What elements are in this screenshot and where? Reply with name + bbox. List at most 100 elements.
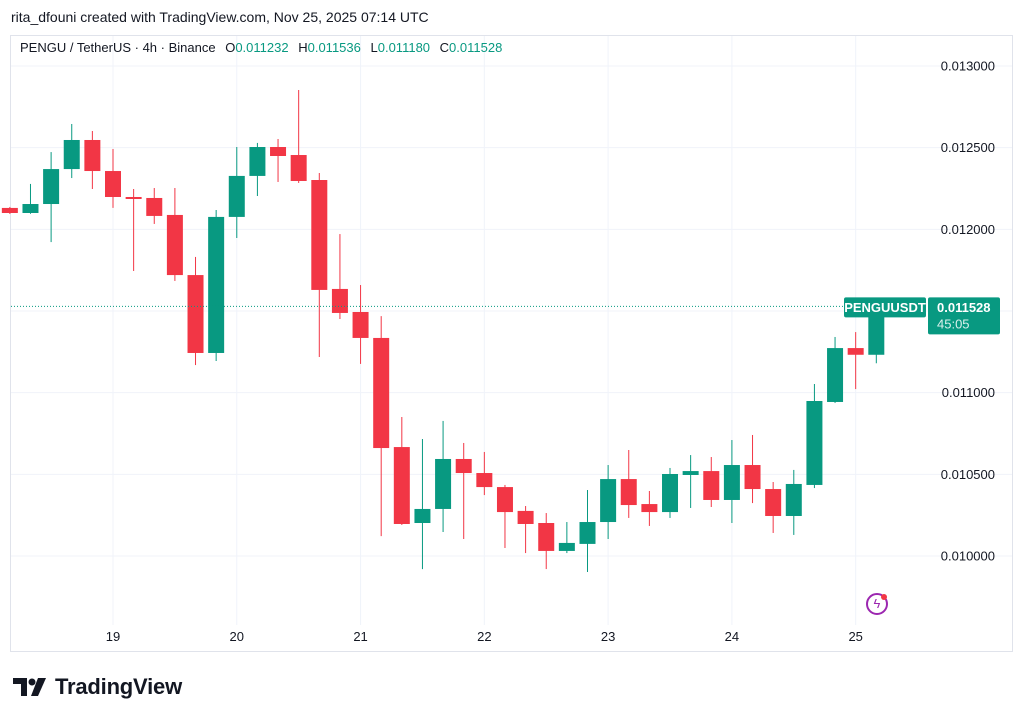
tradingview-logo[interactable]: TradingView <box>13 674 182 700</box>
notification-dot <box>881 594 887 600</box>
candle-body <box>22 204 39 213</box>
candle-down[interactable] <box>765 482 782 533</box>
candle-body <box>662 474 679 513</box>
time-tick-label: 22 <box>477 629 491 644</box>
ticker-label: PENGUUSDT <box>844 300 926 315</box>
candle-up[interactable] <box>600 465 617 540</box>
candle-down[interactable] <box>311 172 328 358</box>
candle-down[interactable] <box>105 148 121 208</box>
candle-body <box>744 465 761 490</box>
price-tick-label: 0.012000 <box>941 222 995 237</box>
candle-body <box>166 214 183 276</box>
chart-credit: rita_dfouni created with TradingView.com… <box>11 9 429 25</box>
candle-down[interactable] <box>538 513 555 570</box>
candle-down[interactable] <box>517 506 534 554</box>
candle-down[interactable] <box>166 188 183 281</box>
candle-body <box>393 447 410 524</box>
candle-down[interactable] <box>455 442 472 540</box>
candle-down[interactable] <box>84 131 101 189</box>
candle-body <box>558 542 575 551</box>
candle-body <box>476 473 493 488</box>
candle-down[interactable] <box>620 449 637 518</box>
candle-body <box>331 288 348 313</box>
candle-up[interactable] <box>208 210 225 361</box>
last-price-label: 0.011528 <box>937 300 991 315</box>
grid-lines <box>11 36 1012 625</box>
candle-body <box>290 155 307 181</box>
candle-up[interactable] <box>723 440 740 524</box>
price-axis[interactable]: 0.013000 0.012500 0.012000 0.011000 0.010500… <box>941 59 995 564</box>
candle-up[interactable] <box>414 439 431 570</box>
symbol-legend: PENGU / TetherUS · 4h · Binance O0.01123… <box>20 40 502 55</box>
candle-down[interactable] <box>393 417 410 525</box>
candle-up[interactable] <box>827 336 844 403</box>
open-label: O <box>225 40 236 55</box>
price-tick-label: 0.011000 <box>942 385 995 400</box>
time-tick-label: 21 <box>353 629 367 644</box>
candle-up[interactable] <box>249 142 266 197</box>
time-tick-label: 19 <box>106 629 120 644</box>
candle-up[interactable] <box>682 455 699 508</box>
candle-body <box>703 471 720 500</box>
candle-up[interactable] <box>228 147 245 238</box>
candle-down[interactable] <box>331 234 348 320</box>
lightning-icon[interactable]: ϟ <box>866 593 888 615</box>
candle-body <box>125 196 142 199</box>
candle-down[interactable] <box>744 434 761 504</box>
time-tick-label: 24 <box>725 629 739 644</box>
time-tick-label: 20 <box>230 629 244 644</box>
candle-down[interactable] <box>496 484 513 548</box>
candle-body <box>249 147 266 176</box>
candle-down[interactable] <box>352 285 369 364</box>
candle-up[interactable] <box>43 152 60 243</box>
candle-body <box>538 523 555 551</box>
time-tick-label: 25 <box>848 629 862 644</box>
candle-body <box>311 180 328 290</box>
candles[interactable] <box>1 90 885 573</box>
tradingview-logo-text: TradingView <box>55 674 182 699</box>
candle-body <box>517 510 534 524</box>
candle-up[interactable] <box>558 522 575 554</box>
candle-body <box>84 139 101 172</box>
candle-down[interactable] <box>125 188 142 271</box>
low-value: 0.011180 <box>377 40 431 55</box>
candle-body <box>1 207 18 213</box>
time-axis[interactable]: 19 20 21 22 23 24 25 <box>106 629 863 644</box>
candle-down[interactable] <box>641 490 658 526</box>
candle-body <box>228 175 245 217</box>
high-value: 0.011536 <box>307 40 361 55</box>
candle-body <box>270 147 287 156</box>
candle-up[interactable] <box>806 384 823 489</box>
candle-up[interactable] <box>579 490 596 573</box>
candle-down[interactable] <box>187 256 204 366</box>
candle-body <box>641 504 658 513</box>
candle-body <box>847 348 864 355</box>
price-label-box <box>928 297 1000 335</box>
price-tick-label: 0.012500 <box>941 140 995 155</box>
candle-body <box>827 348 844 402</box>
symbol-info[interactable]: PENGU / TetherUS · 4h · Binance <box>20 40 216 55</box>
candle-body <box>352 311 369 338</box>
candle-down[interactable] <box>703 457 720 507</box>
candle-body <box>105 171 121 197</box>
low-label: L <box>370 40 378 55</box>
candle-down[interactable] <box>373 316 390 537</box>
candle-body <box>373 337 390 449</box>
candle-down[interactable] <box>1 206 18 214</box>
candle-down[interactable] <box>270 139 287 182</box>
candle-down[interactable] <box>847 332 864 390</box>
candle-down[interactable] <box>290 90 307 183</box>
tradingview-logo-mark-icon <box>13 678 46 696</box>
candle-body <box>785 483 802 516</box>
candle-up[interactable] <box>63 123 80 179</box>
candle-body <box>187 275 204 353</box>
candle-up[interactable] <box>785 469 802 535</box>
candle-down[interactable] <box>476 451 493 496</box>
candle-down[interactable] <box>146 188 163 224</box>
candle-up[interactable] <box>662 467 679 518</box>
candle-up[interactable] <box>435 420 452 532</box>
price-tick-label: 0.010000 <box>941 548 995 563</box>
candle-up[interactable] <box>22 183 39 214</box>
candle-body <box>43 169 60 205</box>
